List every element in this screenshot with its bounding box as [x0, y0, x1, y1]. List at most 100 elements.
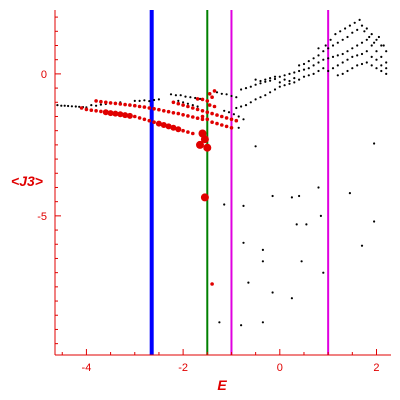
black-point — [353, 21, 356, 24]
black-point — [298, 194, 301, 198]
black-point — [290, 196, 293, 199]
red-point — [181, 128, 185, 133]
red-point — [224, 116, 229, 120]
black-point — [356, 44, 359, 47]
red-point — [84, 107, 89, 112]
black-point — [358, 18, 361, 21]
red-point — [191, 115, 195, 119]
black-point — [273, 75, 277, 78]
black-point — [186, 102, 189, 105]
black-point — [365, 50, 368, 53]
black-point — [370, 33, 373, 36]
red-point — [224, 124, 229, 129]
black-point — [385, 50, 388, 53]
black-point — [360, 52, 364, 56]
red-point — [133, 114, 137, 119]
black-point — [380, 44, 383, 47]
black-point — [56, 104, 59, 107]
red-point — [94, 109, 98, 113]
red-point — [200, 114, 205, 119]
black-point — [215, 91, 219, 94]
black-point — [264, 80, 267, 83]
red-point — [117, 111, 124, 118]
black-point — [336, 64, 339, 67]
black-point — [360, 244, 364, 247]
black-point — [377, 35, 380, 39]
black-point — [278, 81, 281, 84]
red-point — [89, 108, 94, 112]
red-point — [215, 113, 219, 117]
red-point — [195, 116, 200, 120]
black-point — [312, 72, 315, 75]
black-point — [370, 44, 373, 47]
red-point — [126, 112, 133, 119]
black-point — [60, 104, 63, 107]
black-point — [373, 220, 376, 223]
red-point — [108, 101, 113, 105]
black-point — [370, 64, 373, 67]
black-point — [336, 54, 339, 57]
black-point — [264, 78, 267, 81]
red-point — [113, 101, 118, 106]
black-point — [344, 27, 347, 30]
black-point — [360, 41, 364, 44]
black-point — [194, 96, 197, 100]
red-point — [118, 102, 123, 106]
red-point — [152, 120, 156, 124]
red-point — [133, 103, 137, 108]
red-point — [229, 126, 234, 130]
black-point — [305, 223, 308, 226]
black-point — [153, 98, 156, 102]
y-tick-labels: 0 -5 — [37, 69, 47, 223]
black-point — [237, 126, 240, 129]
black-point — [365, 38, 368, 41]
black-point — [365, 61, 368, 64]
black-point — [293, 71, 296, 74]
y-axis-label: <J3> — [11, 173, 43, 189]
red-point — [171, 100, 176, 105]
red-point — [137, 116, 142, 120]
red-point — [79, 106, 84, 110]
red-point — [200, 117, 205, 122]
black-point — [273, 77, 277, 81]
black-point — [307, 74, 310, 77]
red-point — [142, 105, 147, 109]
black-point — [95, 104, 98, 107]
red-point — [212, 104, 217, 109]
red-point — [94, 99, 98, 103]
red-point — [195, 107, 200, 112]
red-point — [181, 113, 185, 117]
black-point — [351, 47, 354, 50]
black-point — [261, 321, 264, 324]
black-point — [237, 115, 240, 118]
red-point — [220, 123, 224, 127]
black-point — [254, 145, 257, 148]
black-point — [346, 35, 349, 39]
red-point — [210, 95, 214, 99]
red-point — [176, 111, 181, 116]
black-point — [327, 47, 330, 50]
black-point — [356, 64, 359, 67]
black-point — [63, 104, 66, 107]
black-point — [242, 204, 245, 207]
black-point — [341, 52, 344, 56]
red-point — [162, 109, 166, 113]
red-point — [147, 118, 152, 123]
black-point — [331, 67, 335, 70]
red-point — [207, 103, 212, 107]
black-point — [302, 62, 306, 66]
black-point — [324, 44, 327, 47]
red-point — [234, 118, 239, 123]
black-point — [182, 101, 185, 104]
red-point — [122, 112, 129, 119]
black-point-series — [56, 18, 388, 327]
x-tick-label: -2 — [178, 362, 188, 374]
black-point — [307, 67, 310, 70]
black-point — [177, 99, 180, 102]
red-point — [186, 104, 190, 109]
black-point — [370, 55, 373, 59]
black-point — [223, 109, 226, 112]
black-point — [189, 96, 192, 99]
x-tick-label: 2 — [373, 362, 379, 374]
